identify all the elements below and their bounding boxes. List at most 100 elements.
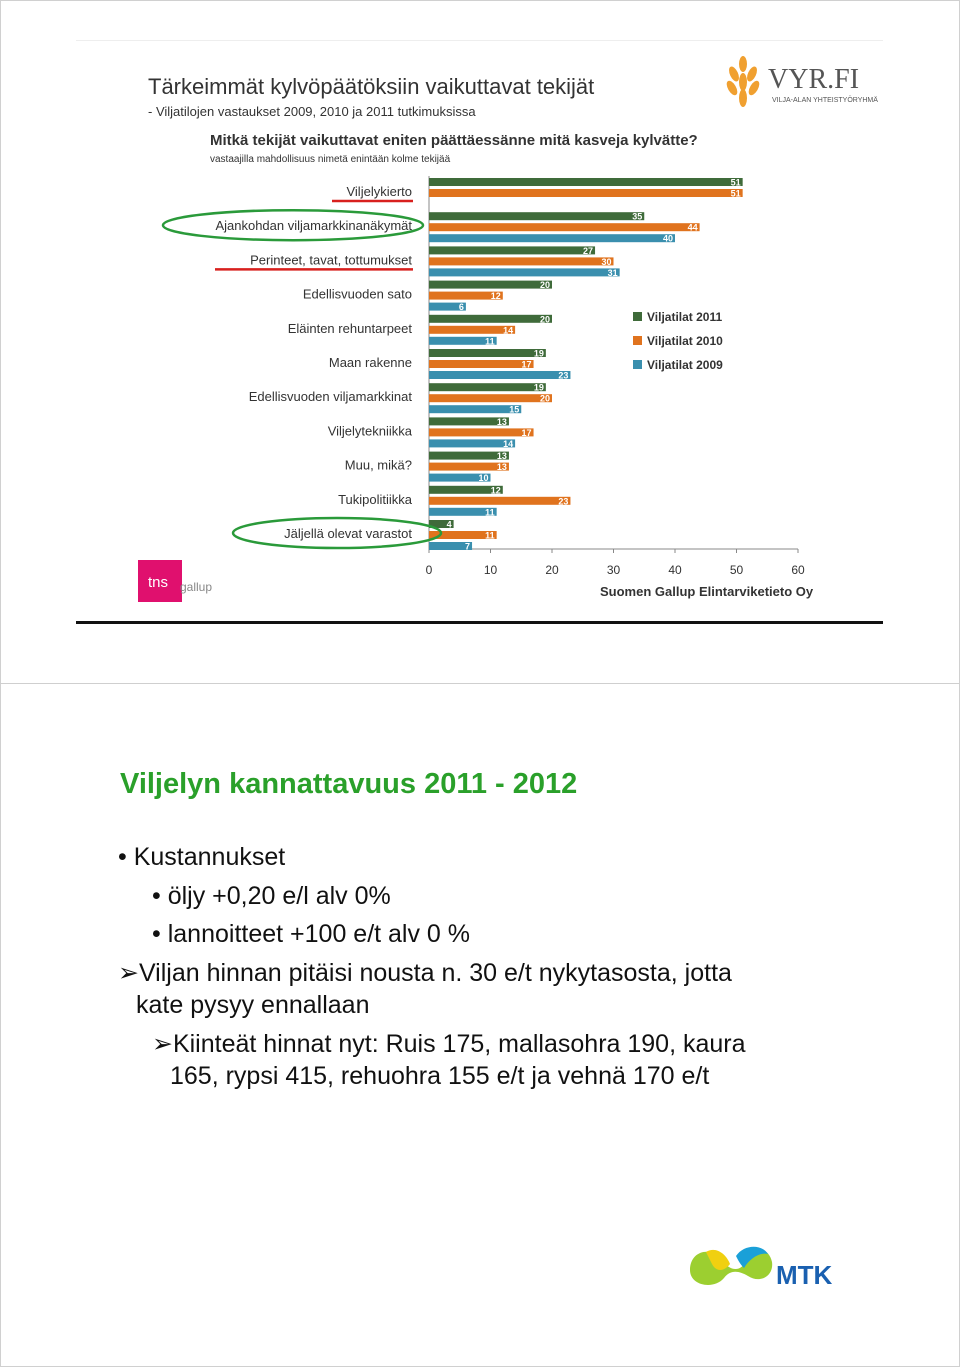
arrow-item-fixed-prices: ➢Kiinteät hinnat nyt: Ruis 175, mallasoh… — [152, 1030, 746, 1058]
bar — [429, 360, 534, 368]
bar — [429, 451, 509, 460]
slide-1-title: Tärkeimmät kylvöpäätöksiin vaikuttavat t… — [148, 74, 595, 99]
legend-swatch — [633, 360, 642, 369]
bar — [429, 520, 454, 528]
data-label: 17 — [522, 428, 532, 438]
chart-source: Suomen Gallup Elintarviketieto Oy — [600, 584, 814, 599]
bullet-icon: • — [152, 920, 161, 948]
data-label: 14 — [503, 325, 513, 335]
data-label: 10 — [478, 473, 488, 483]
arrow-bullet-icon: ➢ — [152, 1030, 173, 1058]
bar — [429, 246, 596, 255]
category-label: Ajankohdan viljamarkkinanäkymät — [215, 218, 412, 233]
data-label: 11 — [485, 507, 495, 517]
data-label: 12 — [491, 485, 501, 495]
vyr-logo-text: VYR.FI — [768, 64, 860, 95]
data-label: 51 — [731, 178, 741, 188]
data-label: 19 — [534, 349, 544, 359]
arrow-item-fixed-prices-line2: 165, rypsi 415, rehuohra 155 e/t ja vehn… — [170, 1062, 710, 1090]
bar — [429, 394, 552, 403]
data-label: 20 — [540, 394, 550, 404]
category-label: Jäljellä olevat varastot — [284, 526, 412, 541]
data-label: 15 — [509, 405, 519, 415]
category-label: Tukipolitiikka — [338, 492, 413, 507]
x-tick-label: 10 — [484, 563, 498, 577]
bar — [429, 257, 614, 266]
bar — [429, 473, 491, 482]
tns-logo — [138, 560, 182, 602]
bullet-oil: • öljy +0,20 e/l alv 0% — [152, 882, 391, 910]
data-label: 31 — [608, 268, 618, 278]
bar — [429, 496, 571, 505]
gallup-logo-text: gallup — [180, 580, 213, 594]
bar — [429, 280, 552, 289]
highlight-circle — [231, 516, 443, 550]
bar — [429, 531, 497, 539]
x-tick-label: 40 — [668, 563, 682, 577]
data-label: 23 — [558, 496, 568, 506]
slide-2-title: Viljelyn kannattavuus 2011 - 2012 — [120, 768, 578, 800]
x-tick-label: 50 — [730, 563, 744, 577]
data-label: 7 — [465, 542, 470, 552]
category-label: Viljelytekniikka — [328, 423, 413, 438]
bar — [429, 234, 675, 243]
x-tick-label: 60 — [791, 563, 805, 577]
bar — [429, 189, 743, 197]
slide-1-bottom-border — [76, 621, 883, 624]
wheat-icon — [726, 56, 760, 107]
bar — [429, 439, 516, 448]
data-label: 20 — [540, 314, 550, 324]
mtk-logo-text: MTK — [776, 1260, 833, 1290]
arrow-bullet-icon: ➢ — [118, 959, 139, 987]
data-label: 23 — [558, 371, 568, 381]
data-label: 4 — [447, 520, 452, 530]
bar — [429, 462, 509, 471]
category-label: Viljelykierto — [346, 184, 412, 199]
bar — [429, 428, 534, 437]
legend-label: Viljatilat 2009 — [647, 358, 723, 372]
bar — [429, 212, 645, 221]
data-label: 20 — [540, 280, 550, 290]
category-label: Edellisvuoden viljamarkkinat — [249, 389, 413, 404]
bar — [429, 485, 503, 494]
tns-logo-text: tns — [148, 574, 169, 591]
category-label: Eläinten rehuntarpeet — [288, 321, 413, 336]
bar — [429, 291, 503, 300]
legend-swatch — [633, 312, 642, 321]
x-tick-label: 30 — [607, 563, 621, 577]
bar — [429, 542, 473, 550]
bullet-costs: • Kustannukset — [118, 843, 286, 871]
category-label: Edellisvuoden sato — [303, 287, 412, 302]
data-label: 14 — [503, 439, 513, 449]
arrow-item-price-line2: kate pysyy ennallaan — [136, 991, 370, 1019]
x-tick-label: 20 — [545, 563, 559, 577]
bar — [429, 223, 700, 232]
vyr-logo-subtext: VILJA-ALAN YHTEISTYÖRYHMÄ — [772, 97, 878, 104]
data-label: 17 — [522, 360, 532, 370]
data-label: 11 — [485, 531, 495, 541]
bullet-icon: • — [152, 882, 161, 910]
data-label: 27 — [583, 246, 593, 256]
mtk-logo-swoosh-icon — [690, 1249, 773, 1285]
data-label: 35 — [632, 212, 642, 222]
data-label: 51 — [731, 189, 741, 199]
bar — [429, 268, 620, 277]
chart-question: Mitkä tekijät vaikuttavat eniten päättäe… — [210, 132, 698, 149]
data-label: 44 — [688, 223, 698, 233]
data-label: 6 — [459, 302, 464, 312]
data-label: 13 — [497, 451, 507, 461]
data-label: 19 — [534, 383, 544, 393]
chart-question-note: vastaajilla mahdollisuus nimetä enintään… — [210, 154, 451, 165]
bar — [429, 336, 497, 345]
slide-divider — [0, 683, 960, 684]
slide-1-subtitle: - Viljatilojen vastaukset 2009, 2010 ja … — [148, 104, 476, 119]
legend-label: Viljatilat 2011 — [647, 310, 722, 324]
legend-label: Viljatilat 2010 — [647, 334, 723, 348]
category-label: Maan rakenne — [329, 355, 412, 370]
bullet-icon: • — [118, 843, 127, 871]
data-label: 40 — [663, 234, 673, 244]
legend-swatch — [633, 336, 642, 345]
bar — [429, 314, 552, 323]
category-label: Muu, mikä? — [345, 458, 412, 473]
